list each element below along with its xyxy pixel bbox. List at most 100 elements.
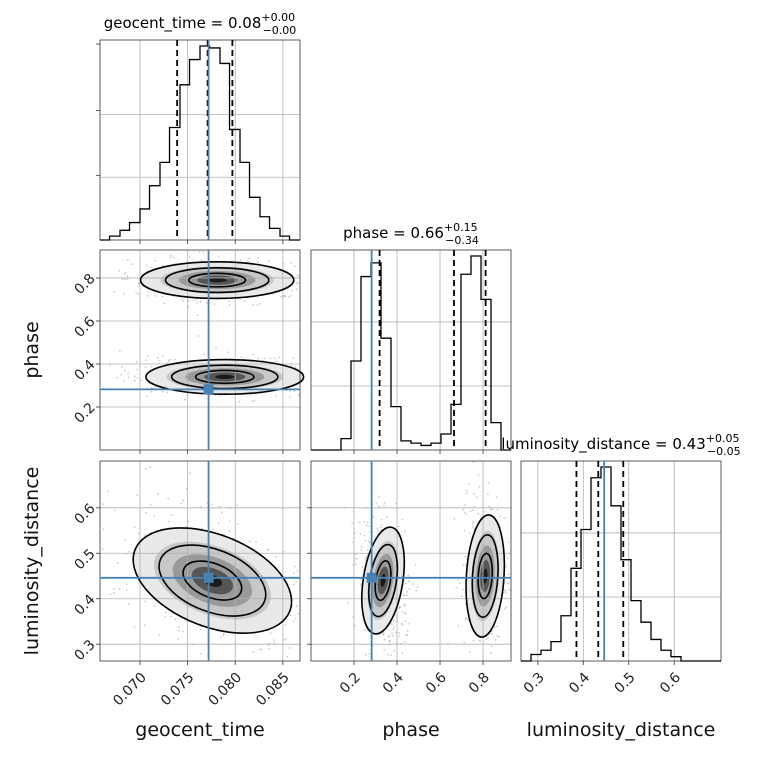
- sample-point: [508, 589, 511, 591]
- sample-point: [466, 492, 468, 495]
- sample-point: [289, 614, 292, 616]
- sample-point: [382, 632, 385, 635]
- sample-point: [398, 606, 401, 608]
- sample-point: [360, 546, 363, 548]
- sample-point: [121, 365, 123, 368]
- sample-point: [386, 628, 389, 631]
- sample-point: [169, 358, 172, 361]
- sample-point: [167, 497, 170, 500]
- sample-point: [356, 558, 358, 560]
- sample-point: [294, 617, 297, 620]
- sample-point: [505, 565, 507, 568]
- sample-point: [136, 368, 139, 371]
- sample-point: [383, 638, 386, 641]
- sample-point: [358, 521, 361, 524]
- sample-point: [167, 361, 170, 363]
- sample-point: [172, 256, 175, 259]
- sample-point: [161, 264, 164, 267]
- sample-point: [120, 373, 123, 376]
- sample-point: [125, 589, 128, 591]
- sample-point: [133, 379, 136, 382]
- sample-point: [169, 254, 172, 257]
- sample-point: [162, 390, 164, 393]
- sample-point: [462, 564, 465, 567]
- x-tick-label: 0.5: [612, 670, 639, 697]
- sample-point: [401, 518, 404, 521]
- x-axis-label-geocent_time: geocent_time: [135, 719, 264, 741]
- sample-point: [157, 356, 159, 359]
- panel-frame: [310, 249, 512, 451]
- sample-point: [464, 504, 466, 507]
- sample-point: [416, 586, 419, 588]
- sample-point: [221, 511, 223, 514]
- sample-point: [490, 645, 493, 647]
- sample-point: [244, 300, 246, 302]
- histogram-geocent_time: [100, 45, 300, 241]
- x-tick-label: 0.3: [521, 670, 548, 697]
- sample-point: [198, 250, 201, 253]
- sample-point: [273, 357, 276, 360]
- contour-line: [182, 560, 243, 601]
- sample-point: [147, 290, 149, 293]
- sample-point: [102, 528, 105, 531]
- sample-point: [378, 505, 380, 508]
- sample-point: [118, 270, 121, 272]
- sample-point: [257, 261, 260, 264]
- sample-point: [145, 511, 148, 514]
- density-level: [215, 374, 235, 379]
- sample-point: [215, 347, 217, 349]
- sample-point: [150, 266, 153, 269]
- sample-point: [138, 532, 140, 535]
- sample-point: [464, 618, 467, 621]
- sample-point: [130, 263, 133, 265]
- sample-point: [465, 513, 467, 515]
- sample-point: [392, 626, 395, 628]
- sample-point: [123, 292, 126, 295]
- sample-point: [363, 629, 366, 631]
- sample-point: [256, 357, 259, 360]
- sample-point: [491, 508, 494, 510]
- sample-point: [240, 356, 243, 359]
- sample-point: [228, 300, 231, 302]
- sample-point: [194, 299, 197, 302]
- sample-point: [288, 396, 291, 399]
- sample-point: [219, 395, 222, 397]
- histogram-luminosity_distance: [521, 466, 721, 662]
- sample-point: [256, 256, 259, 259]
- sample-point: [415, 589, 418, 592]
- sample-point: [405, 582, 407, 584]
- sample-point: [266, 549, 269, 551]
- sample-point: [275, 395, 278, 398]
- sample-point: [213, 303, 216, 306]
- sample-point: [405, 633, 407, 636]
- sample-point: [465, 489, 468, 492]
- sample-point: [278, 356, 280, 359]
- sample-point: [401, 622, 403, 625]
- sample-point: [200, 259, 203, 261]
- sample-point: [473, 505, 476, 508]
- sample-point: [136, 494, 139, 497]
- sample-point: [354, 557, 356, 560]
- sample-point: [360, 549, 363, 551]
- sample-point: [258, 302, 261, 305]
- sample-point: [388, 625, 391, 627]
- sample-point: [248, 540, 251, 543]
- sample-point: [145, 264, 148, 266]
- sample-point: [124, 278, 126, 281]
- sample-point: [290, 364, 293, 367]
- sample-point: [463, 529, 466, 532]
- sample-point: [250, 394, 253, 396]
- sample-point: [158, 359, 161, 362]
- y-tick-label: 0.4: [72, 357, 99, 384]
- sample-point: [485, 638, 488, 641]
- sample-point: [467, 618, 469, 621]
- sample-point: [222, 634, 225, 637]
- sample-point: [388, 634, 391, 637]
- sample-point: [239, 259, 242, 262]
- sample-point: [124, 369, 126, 372]
- sample-point: [123, 539, 126, 542]
- sample-point: [196, 302, 199, 304]
- sample-point: [238, 400, 241, 403]
- sample-point: [392, 619, 395, 621]
